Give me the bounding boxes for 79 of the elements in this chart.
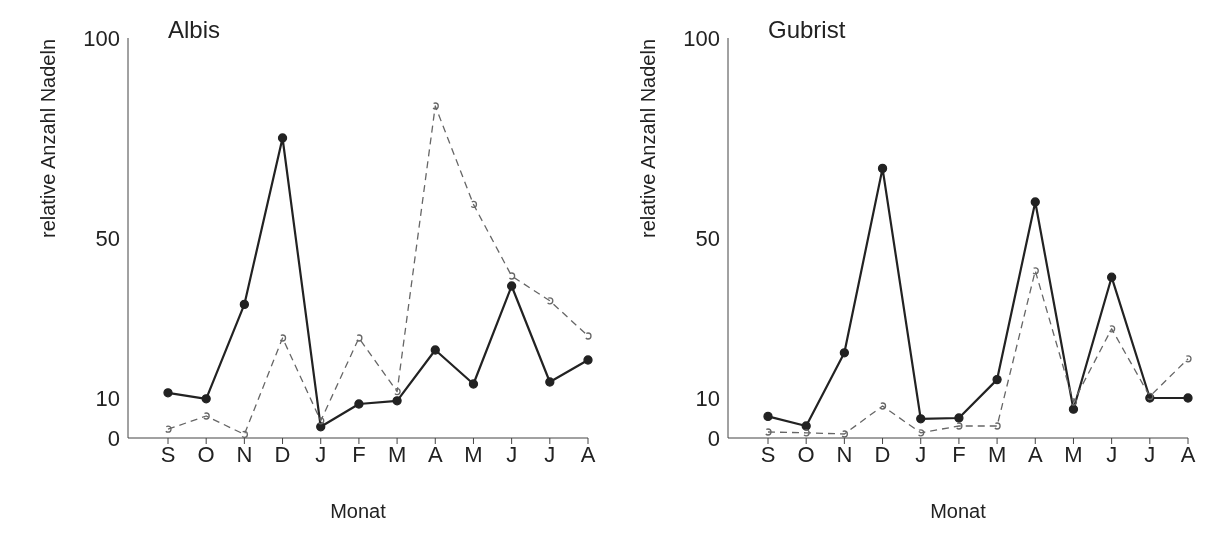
x-tick-label: A xyxy=(1027,441,1043,467)
point xyxy=(917,429,925,437)
y-tick-label: 50 xyxy=(695,225,720,251)
point xyxy=(468,379,479,389)
chart-title: Albis xyxy=(168,16,221,44)
point xyxy=(992,374,1002,385)
point xyxy=(316,422,326,432)
x-tick-label: O xyxy=(197,441,215,467)
y-tick-label: 10 xyxy=(695,385,720,411)
point xyxy=(993,422,1001,430)
point xyxy=(430,345,440,355)
x-tick-label: F xyxy=(352,441,366,467)
point xyxy=(317,417,325,425)
x-tick-label: M xyxy=(987,441,1007,467)
x-axis-title: Monat xyxy=(930,500,987,522)
point xyxy=(431,102,439,110)
point xyxy=(163,388,173,398)
point xyxy=(584,332,592,340)
y-axis-title: relative Anzahl Nadeln xyxy=(637,38,660,238)
x-tick-label: J xyxy=(315,441,327,467)
point xyxy=(239,299,250,310)
x-tick-label: J xyxy=(915,441,927,467)
x-tick-label: N xyxy=(236,441,253,467)
x-tick-label: F xyxy=(952,441,966,467)
x-tick-label: D xyxy=(874,441,891,467)
x-tick-label: J xyxy=(506,441,518,467)
y-axis-title: relative Anzahl Nadeln xyxy=(37,38,60,238)
x-tick-label: M xyxy=(387,441,407,467)
x-tick-label: M xyxy=(1064,441,1083,467)
point xyxy=(354,399,364,409)
y-tick-label: 100 xyxy=(83,25,120,51)
x-tick-label: N xyxy=(836,441,853,467)
point xyxy=(277,133,288,143)
point xyxy=(1184,355,1192,363)
y-tick-label: 100 xyxy=(683,25,720,51)
point xyxy=(1068,404,1079,414)
point xyxy=(801,421,811,431)
point xyxy=(877,163,888,174)
x-tick-label: J xyxy=(1144,441,1156,467)
point xyxy=(916,414,926,424)
point xyxy=(545,377,555,387)
point xyxy=(392,396,402,406)
point xyxy=(583,355,593,365)
point xyxy=(955,422,963,430)
x-tick-label: A xyxy=(580,441,596,467)
point xyxy=(164,425,172,433)
x-tick-label: J xyxy=(544,441,556,467)
point xyxy=(840,430,849,438)
point xyxy=(1106,272,1117,282)
x-tick-label: S xyxy=(160,441,176,467)
point xyxy=(393,387,401,396)
point xyxy=(763,411,773,422)
point xyxy=(1030,197,1040,207)
point xyxy=(954,413,964,423)
point xyxy=(1069,398,1078,406)
point xyxy=(240,430,249,438)
point xyxy=(201,394,211,404)
x-axis-title: Monat xyxy=(330,500,387,522)
point xyxy=(1031,267,1039,275)
y-tick-label: 0 xyxy=(707,425,720,451)
x-tick-label: A xyxy=(1180,441,1196,467)
x-tick-label: O xyxy=(797,441,815,467)
point xyxy=(355,334,363,342)
y-tick-label: 50 xyxy=(95,225,120,251)
chart-title: Gubrist xyxy=(768,16,846,44)
point xyxy=(546,297,554,305)
x-tick-label: A xyxy=(427,441,443,467)
point xyxy=(202,412,210,420)
y-tick-label: 10 xyxy=(95,385,120,411)
point xyxy=(764,428,772,436)
point xyxy=(506,281,517,291)
x-tick-label: J xyxy=(1106,441,1118,467)
y-tick-label: 0 xyxy=(107,425,120,451)
x-tick-label: D xyxy=(274,441,291,467)
point xyxy=(1183,393,1193,403)
point xyxy=(839,348,850,358)
x-tick-label: M xyxy=(464,441,483,467)
point xyxy=(802,429,810,437)
x-tick-label: S xyxy=(760,441,776,467)
